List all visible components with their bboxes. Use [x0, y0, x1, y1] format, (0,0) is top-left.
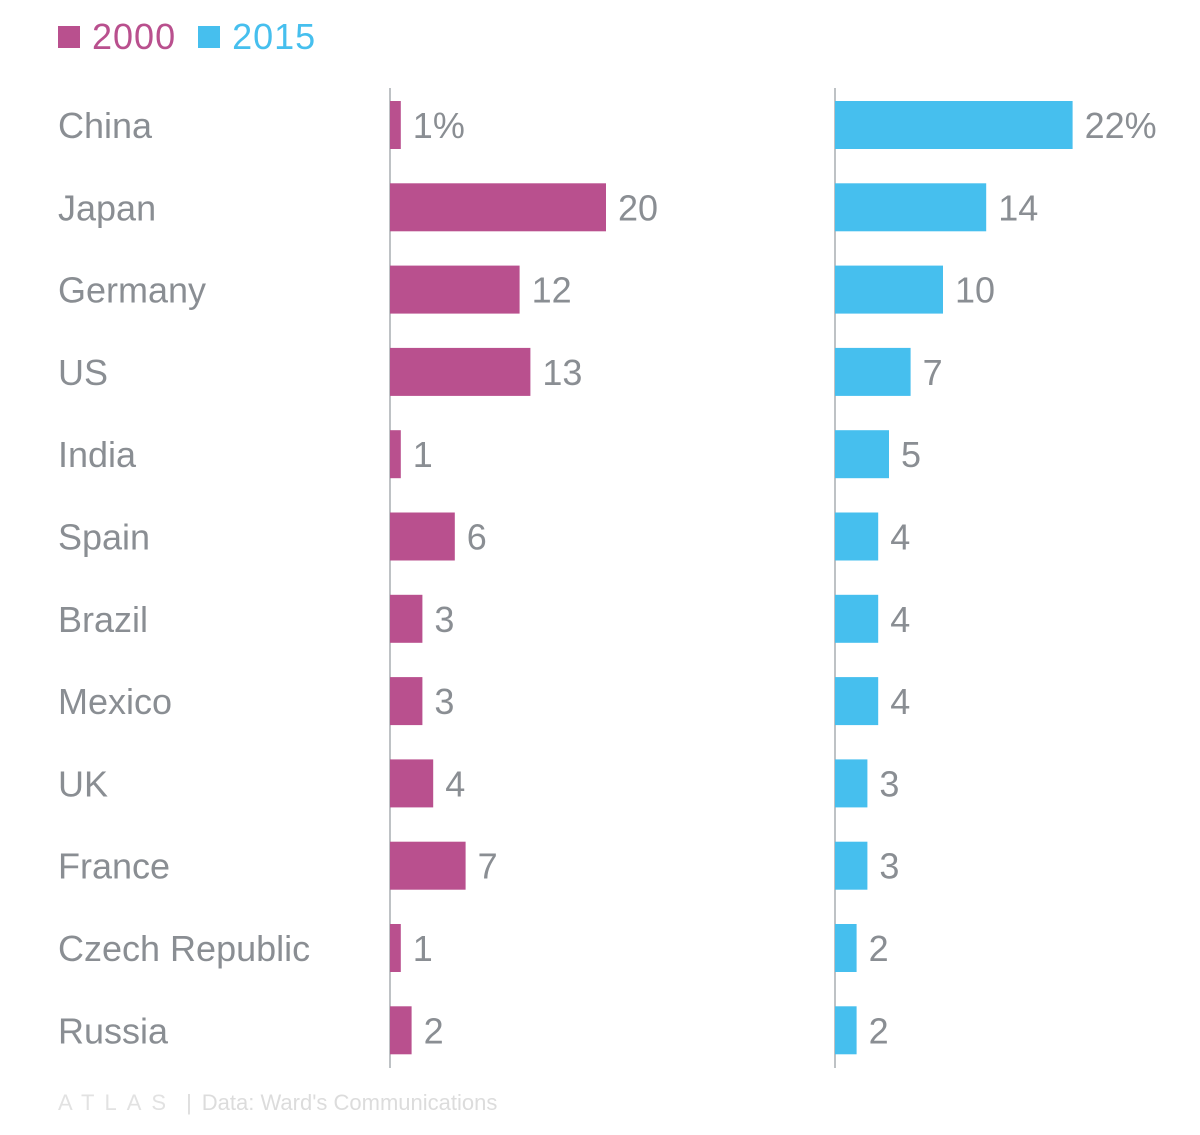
data-label-2015: 3: [879, 763, 899, 804]
bar-2000: [390, 265, 520, 314]
bar-2015: [835, 1006, 857, 1055]
data-label-2015: 4: [890, 599, 910, 640]
category-label: UK: [58, 763, 108, 804]
category-label: India: [58, 434, 137, 475]
bar-2015: [835, 677, 879, 726]
category-label: Mexico: [58, 681, 172, 722]
bar-2015: [835, 512, 879, 561]
data-label-2015: 4: [890, 681, 910, 722]
category-label: Spain: [58, 517, 150, 558]
source-note: Data: Ward's Communications: [201, 1090, 498, 1115]
bar-2000: [390, 594, 423, 643]
category-label: Brazil: [58, 599, 148, 640]
data-label-2015: 10: [955, 270, 995, 311]
bar-2000: [390, 677, 423, 726]
data-label-2015: 7: [923, 352, 943, 393]
bar-2015: [835, 347, 911, 396]
bar-2015: [835, 430, 889, 479]
category-label: Russia: [58, 1010, 169, 1051]
legend: 2000 2015: [58, 16, 338, 58]
bar-2015: [835, 183, 987, 232]
category-label: France: [58, 846, 170, 887]
category-label: US: [58, 352, 108, 393]
bar-2000: [390, 183, 606, 232]
legend-swatch-2015: [198, 26, 221, 48]
bar-2000: [390, 841, 466, 890]
category-label: Japan: [58, 187, 156, 228]
data-label-2015: 4: [890, 517, 910, 558]
bar-2000: [390, 1006, 412, 1055]
legend-label-2000: 2000: [92, 16, 177, 57]
data-label-2015: 14: [998, 187, 1038, 228]
atlas-logo: ATLAS: [58, 1090, 177, 1115]
data-label-2000: 1%: [413, 105, 465, 146]
bar-2015: [835, 594, 879, 643]
legend-label-2015: 2015: [232, 16, 317, 57]
bar-2000: [390, 759, 434, 808]
bar-2000: [390, 347, 531, 396]
category-label: Germany: [58, 270, 206, 311]
data-label-2000: 3: [434, 599, 454, 640]
footer: ATLAS | Data: Ward's Communications: [58, 1090, 497, 1116]
data-label-2000: 20: [618, 187, 658, 228]
data-label-2015: 2: [869, 1010, 889, 1051]
data-label-2015: 2: [869, 928, 889, 969]
bar-2000: [390, 101, 401, 149]
bar-2015: [835, 101, 1073, 149]
bar-2000: [390, 924, 401, 972]
data-label-2015: 5: [901, 434, 921, 475]
data-label-2000: 1: [413, 928, 433, 969]
category-label: Czech Republic: [58, 928, 310, 969]
data-label-2000: 4: [445, 763, 465, 804]
bar-2015: [835, 924, 857, 972]
category-label: China: [58, 105, 153, 146]
data-label-2015: 22%: [1085, 105, 1157, 146]
data-label-2000: 3: [434, 681, 454, 722]
footer-separator: |: [186, 1090, 192, 1115]
bar-2000: [390, 512, 455, 561]
data-label-2015: 3: [879, 846, 899, 887]
bar-2015: [835, 841, 868, 890]
legend-item-2015: 2015: [198, 16, 316, 58]
bar-2015: [835, 759, 868, 808]
legend-item-2000: 2000: [58, 16, 176, 58]
data-label-2000: 12: [532, 270, 572, 311]
data-label-2000: 6: [467, 517, 487, 558]
data-label-2000: 1: [413, 434, 433, 475]
data-label-2000: 13: [542, 352, 582, 393]
data-label-2000: 2: [424, 1010, 444, 1051]
data-label-2000: 7: [478, 846, 498, 887]
bar-2015: [835, 265, 943, 314]
legend-swatch-2000: [58, 26, 80, 48]
bar-2000: [390, 430, 401, 479]
